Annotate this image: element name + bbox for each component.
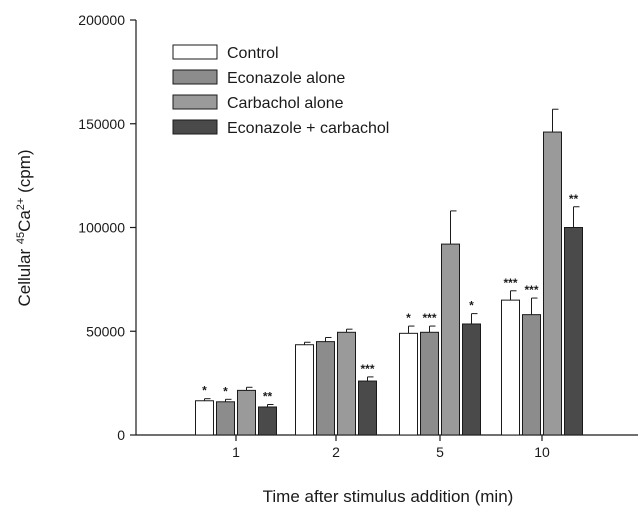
- y-axis-title: Cellular 45Ca2+ (cpm): [15, 149, 34, 306]
- bar: [216, 401, 235, 436]
- legend-label: Carbachol alone: [227, 95, 344, 112]
- significance-label: ***: [503, 276, 517, 290]
- bar: [295, 344, 314, 436]
- bar: [358, 380, 377, 436]
- bar: [258, 406, 277, 436]
- legend-label: Econazole + carbachol: [227, 120, 389, 137]
- legend: Control Econazole alone Carbachol alone Eco…: [172, 44, 389, 137]
- y-axis-title-post: (cpm): [15, 149, 34, 197]
- bar: [316, 341, 335, 436]
- y-ticks: 0 50000 100000 150000 200000: [78, 12, 136, 443]
- legend-label: Econazole alone: [227, 70, 345, 87]
- y-axis-title-sup-1: 45: [15, 232, 27, 244]
- significance-label: *: [202, 384, 207, 398]
- y-tick-label: 100000: [78, 220, 125, 236]
- significance-label: *: [223, 384, 228, 398]
- significance-label: **: [263, 389, 273, 403]
- bar: [564, 227, 583, 436]
- legend-swatch: [172, 44, 218, 60]
- y-axis-title-pre: Cellular: [15, 244, 34, 306]
- y-tick-label: 150000: [78, 116, 125, 132]
- x-tick-label: 1: [232, 444, 240, 460]
- bar: [441, 243, 460, 436]
- bar: [522, 314, 541, 436]
- y-axis-title-mid: Ca: [15, 210, 34, 232]
- y-axis-title-sup-2: 2+: [15, 198, 27, 211]
- significance-label: **: [569, 192, 579, 206]
- bar: [462, 323, 481, 436]
- bars: * * ****** ************: [195, 108, 583, 436]
- x-tick-label: 10: [534, 444, 550, 460]
- significance-label: ***: [524, 283, 538, 297]
- y-tick-label: 50000: [86, 323, 125, 339]
- x-tick-label: 5: [436, 444, 444, 460]
- legend-swatch: [172, 94, 218, 110]
- significance-label: ***: [422, 311, 436, 325]
- bar: [420, 331, 439, 436]
- bar: [195, 400, 214, 436]
- x-tick-label: 2: [332, 444, 340, 460]
- bar: [399, 332, 418, 436]
- significance-label: *: [469, 299, 474, 313]
- y-tick-label: 0: [117, 427, 125, 443]
- significance-label: *: [406, 311, 411, 325]
- legend-label: Control: [227, 45, 279, 62]
- legend-swatch: [172, 69, 218, 85]
- x-ticks: 1 2 5 10: [232, 435, 550, 460]
- x-axis-title: Time after stimulus addition (min): [263, 487, 514, 506]
- legend-swatch: [172, 119, 218, 135]
- bar: [543, 131, 562, 436]
- significance-label: ***: [360, 362, 374, 376]
- bar: [337, 331, 356, 436]
- bar: [237, 389, 256, 436]
- bar: [501, 299, 520, 436]
- y-tick-label: 200000: [78, 12, 125, 28]
